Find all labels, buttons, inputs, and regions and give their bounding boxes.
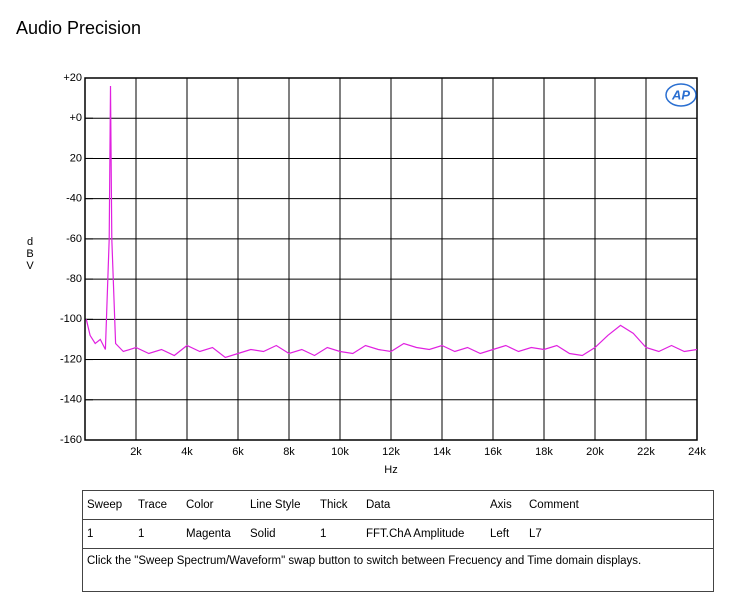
legend-table: Sweep Trace Color Line Style Thick Data Axis Co… [82,490,714,592]
table-cell: 1 [87,528,94,540]
table-cell: Line Style [250,499,301,511]
y-tick-label: -160 [60,434,82,446]
x-tick-label: 14k [433,446,451,458]
x-tick-label: 18k [535,446,553,458]
table-header: Sweep Trace Color Line Style Thick Data Axis Co… [83,491,713,520]
y-tick-label: -80 [66,273,82,285]
table-cell: Sweep [87,499,123,511]
x-tick-label: 12k [382,446,400,458]
table-cell: Trace [138,499,167,511]
logo-ring [665,83,697,107]
x-tick-label: 4k [181,446,193,458]
x-tick-label: 2k [130,446,142,458]
y-tick-label: -120 [60,353,82,365]
x-tick-label: 8k [283,446,295,458]
y-tick-label: -40 [66,193,82,205]
chart: Hz AP +20 +0 20 -40 -60 -80 -100 -120 -140 -160 2k… [60,72,706,476]
y-tick-label: +0 [69,112,82,124]
table-cell: 1 [320,528,327,540]
y-axis-label: dBV [24,236,36,272]
table-cell: Data [366,499,391,511]
y-tick-label: -140 [60,394,82,406]
table-cell: 1 [138,528,145,540]
table-cell: FFT.ChA Amplitude [366,528,465,540]
table-cell: Color [186,499,214,511]
x-tick-label: 16k [484,446,502,458]
x-tick-label: 22k [637,446,655,458]
table-cell: Left [490,528,510,540]
x-tick-label: 6k [232,446,244,458]
x-tick-label: 24k [688,446,706,458]
table-cell: L7 [529,528,542,540]
table-cell: Magenta [186,528,231,540]
y-tick-label: -100 [60,313,82,325]
table-cell: Thick [320,499,348,511]
x-axis-label: Hz [384,464,397,476]
y-tick-label: -60 [66,233,82,245]
y-tick-label: 20 [70,152,82,164]
x-tick-label: 20k [586,446,604,458]
x-tick-label: 10k [331,446,349,458]
logo: AP [671,87,690,102]
app-title: Audio Precision [16,18,142,38]
y-tick-label: +20 [63,72,82,84]
table-row: 1 1 Magenta Solid 1 FFT.ChA Amplitude Left L7 [83,520,713,549]
table-cell: Solid [250,528,276,540]
table-note: Click the "Sweep Spectrum/Waveform" swap… [87,555,642,567]
table-cell: Comment [529,499,579,511]
table-cell: Axis [490,499,512,511]
trace [85,85,698,359]
